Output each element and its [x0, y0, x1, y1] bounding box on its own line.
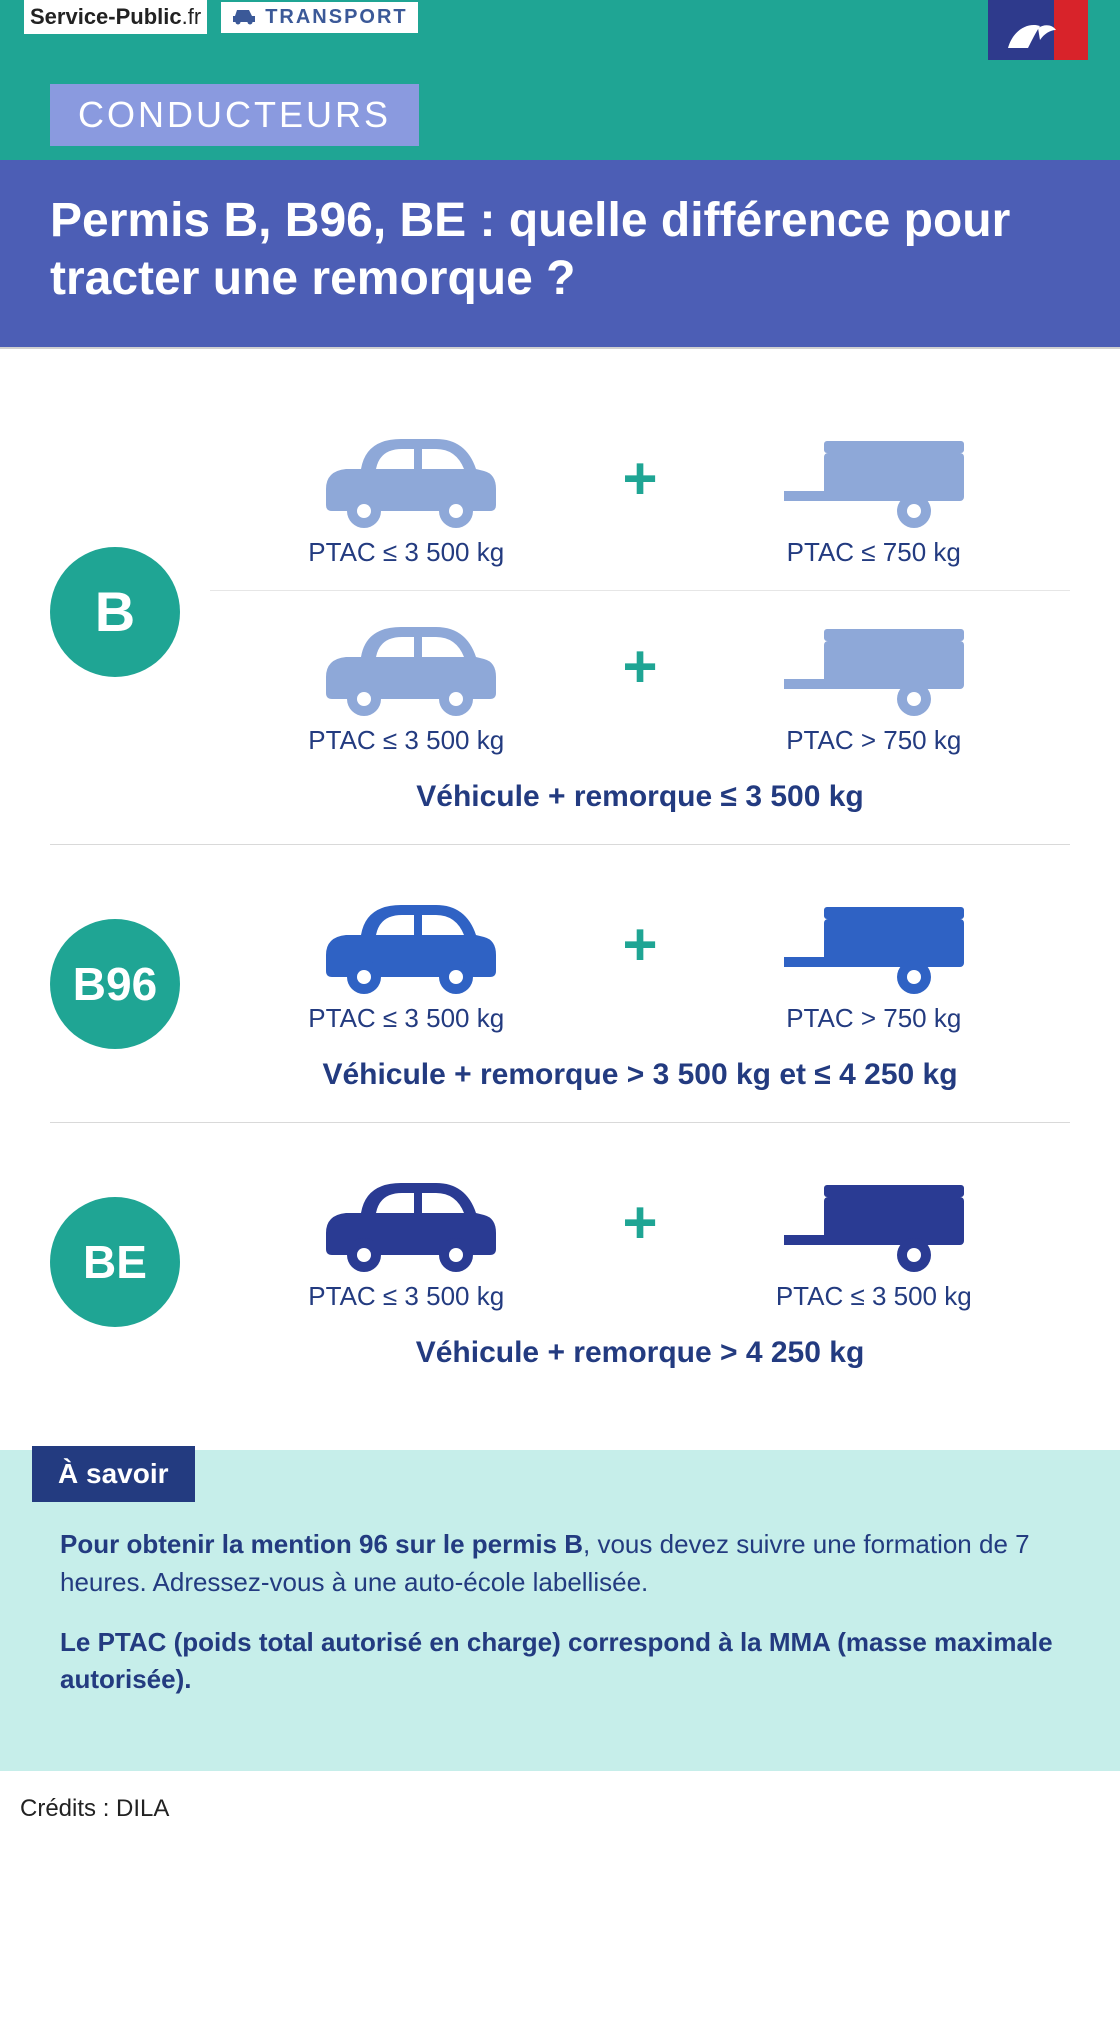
- top-left: Service-Public.fr TRANSPORT: [24, 0, 418, 34]
- car-caption: PTAC ≤ 3 500 kg: [210, 1281, 602, 1312]
- car-caption: PTAC ≤ 3 500 kg: [210, 1003, 602, 1034]
- permit-row: PTAC ≤ 3 500 kg + PTAC ≤ 750 kg: [210, 409, 1070, 584]
- permit-rows-b96: PTAC ≤ 3 500 kg + PTAC > 750 kg Véhicule…: [210, 875, 1070, 1092]
- trailer-caption: PTAC > 750 kg: [678, 1003, 1070, 1034]
- site-logo: Service-Public.fr: [24, 0, 207, 34]
- car-unit: PTAC ≤ 3 500 kg: [210, 419, 602, 568]
- category-pill: CONDUCTEURS: [50, 84, 419, 146]
- permit-row: PTAC ≤ 3 500 kg + PTAC ≤ 3 500 kg: [210, 1153, 1070, 1328]
- permit-section-be: BE PTAC ≤ 3 500 kg + PTAC ≤ 3 500 kg Véh…: [50, 1122, 1070, 1400]
- top-bar: Service-Public.fr TRANSPORT: [0, 0, 1120, 62]
- page-title: Permis B, B96, BE : quelle différence po…: [50, 192, 1080, 307]
- content: B PTAC ≤ 3 500 kg + PTAC ≤ 750 kg PTAC ≤…: [0, 349, 1120, 1450]
- marianne-icon: [988, 0, 1088, 60]
- trailer-caption: PTAC > 750 kg: [678, 725, 1070, 756]
- info-body: Pour obtenir la mention 96 sur le permis…: [0, 1506, 1120, 1699]
- trailer-icon: [774, 607, 974, 717]
- title-band: Permis B, B96, BE : quelle différence po…: [0, 160, 1120, 349]
- brand-suffix: .fr: [182, 4, 202, 29]
- permit-badge-be: BE: [50, 1197, 180, 1327]
- trailer-icon: [774, 1163, 974, 1273]
- permit-rows-be: PTAC ≤ 3 500 kg + PTAC ≤ 3 500 kg Véhicu…: [210, 1153, 1070, 1370]
- plus-icon: +: [622, 910, 657, 1009]
- trailer-unit: PTAC > 750 kg: [678, 607, 1070, 756]
- info-tab: À savoir: [32, 1446, 195, 1502]
- permit-section-b96: B96 PTAC ≤ 3 500 kg + PTAC > 750 kg Véhi…: [50, 844, 1070, 1122]
- permit-rows-b: PTAC ≤ 3 500 kg + PTAC ≤ 750 kg PTAC ≤ 3…: [210, 409, 1070, 814]
- trailer-caption: PTAC ≤ 3 500 kg: [678, 1281, 1070, 1312]
- car-unit: PTAC ≤ 3 500 kg: [210, 1163, 602, 1312]
- car-mini-icon: [231, 8, 257, 26]
- marianne-logo: [988, 0, 1088, 60]
- car-icon: [306, 885, 506, 995]
- info-p2-text: Le PTAC (poids total autorisé en charge)…: [60, 1627, 1053, 1695]
- transport-pill: TRANSPORT: [221, 2, 417, 33]
- car-unit: PTAC ≤ 3 500 kg: [210, 607, 602, 756]
- credits: Crédits : DILA: [0, 1771, 1120, 1853]
- permit-row: PTAC ≤ 3 500 kg + PTAC > 750 kg: [210, 875, 1070, 1050]
- plus-icon: +: [622, 1188, 657, 1287]
- trailer-unit: PTAC > 750 kg: [678, 885, 1070, 1034]
- car-caption: PTAC ≤ 3 500 kg: [210, 537, 602, 568]
- info-p1-bold: Pour obtenir la mention 96 sur le permis…: [60, 1529, 583, 1559]
- trailer-icon: [774, 419, 974, 529]
- plus-icon: +: [622, 444, 657, 543]
- info-paragraph-1: Pour obtenir la mention 96 sur le permis…: [60, 1526, 1060, 1601]
- permit-section-b: B PTAC ≤ 3 500 kg + PTAC ≤ 750 kg PTAC ≤…: [50, 379, 1070, 844]
- row-summary: Véhicule + remorque > 4 250 kg: [210, 1336, 1070, 1370]
- car-icon: [306, 1163, 506, 1273]
- row-summary: Véhicule + remorque ≤ 3 500 kg: [210, 780, 1070, 814]
- row-summary: Véhicule + remorque > 3 500 kg et ≤ 4 25…: [210, 1058, 1070, 1092]
- car-caption: PTAC ≤ 3 500 kg: [210, 725, 602, 756]
- plus-icon: +: [622, 632, 657, 731]
- trailer-icon: [774, 885, 974, 995]
- brand-prefix: Service-Public: [30, 4, 182, 29]
- trailer-caption: PTAC ≤ 750 kg: [678, 537, 1070, 568]
- row-divider: [210, 590, 1070, 591]
- permit-badge-b96: B96: [50, 919, 180, 1049]
- category-band: CONDUCTEURS: [0, 62, 1120, 160]
- car-unit: PTAC ≤ 3 500 kg: [210, 885, 602, 1034]
- trailer-unit: PTAC ≤ 3 500 kg: [678, 1163, 1070, 1312]
- info-paragraph-2: Le PTAC (poids total autorisé en charge)…: [60, 1624, 1060, 1699]
- info-band: À savoir Pour obtenir la mention 96 sur …: [0, 1450, 1120, 1771]
- car-icon: [306, 607, 506, 717]
- transport-label: TRANSPORT: [265, 6, 407, 29]
- permit-badge-b: B: [50, 547, 180, 677]
- car-icon: [306, 419, 506, 529]
- trailer-unit: PTAC ≤ 750 kg: [678, 419, 1070, 568]
- permit-row: PTAC ≤ 3 500 kg + PTAC > 750 kg: [210, 597, 1070, 772]
